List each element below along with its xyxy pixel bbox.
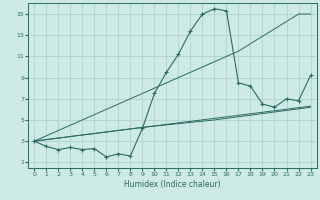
X-axis label: Humidex (Indice chaleur): Humidex (Indice chaleur): [124, 180, 221, 189]
